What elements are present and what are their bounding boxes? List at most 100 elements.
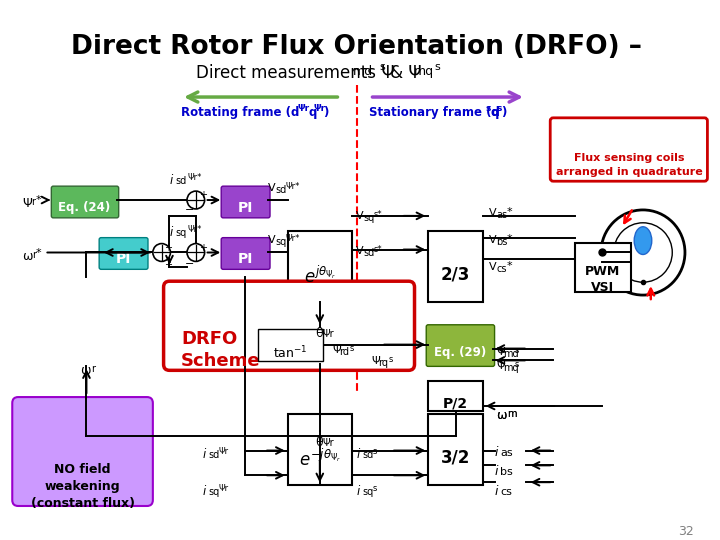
Text: ): ) — [323, 106, 328, 119]
Text: Direct measurements Ψ: Direct measurements Ψ — [196, 64, 395, 83]
Text: s: s — [372, 484, 377, 493]
Bar — [428, 231, 483, 302]
Text: Ψr: Ψr — [314, 104, 326, 113]
Text: ω: ω — [497, 409, 507, 422]
Text: 32: 32 — [678, 525, 694, 538]
Text: V: V — [489, 208, 496, 218]
Text: s: s — [515, 360, 519, 369]
Text: Rotating frame (d: Rotating frame (d — [181, 106, 300, 119]
Text: sd: sd — [276, 185, 287, 195]
Text: i: i — [357, 448, 360, 461]
Text: Flux sensing coils
arranged in quadrature: Flux sensing coils arranged in quadratur… — [556, 153, 703, 178]
Text: q: q — [308, 106, 317, 119]
Text: tan$^{-1}$: tan$^{-1}$ — [273, 345, 308, 361]
Text: Ψr*: Ψr* — [187, 225, 202, 234]
Text: +: + — [163, 260, 171, 271]
Bar — [428, 381, 483, 411]
Text: +: + — [199, 190, 207, 200]
Text: Ψr: Ψr — [218, 447, 228, 456]
Circle shape — [187, 244, 204, 261]
Text: PI: PI — [238, 253, 253, 267]
FancyBboxPatch shape — [99, 238, 148, 269]
Text: s*: s* — [374, 210, 382, 219]
Text: m: m — [508, 409, 517, 419]
Text: i: i — [169, 226, 173, 239]
Text: md: md — [503, 348, 519, 359]
Text: Ψr: Ψr — [218, 484, 228, 493]
Text: ω: ω — [497, 409, 507, 422]
Text: s: s — [497, 104, 502, 113]
Text: rd: rd — [339, 347, 349, 356]
Text: ω: ω — [22, 249, 32, 262]
Text: s: s — [379, 63, 385, 72]
Text: Ψ: Ψ — [497, 347, 505, 356]
Text: Direct Rotor Flux Orientation (DRFO) –: Direct Rotor Flux Orientation (DRFO) – — [71, 33, 642, 59]
Text: Eq. (29): Eq. (29) — [434, 346, 487, 359]
FancyBboxPatch shape — [12, 397, 153, 506]
Text: P/2: P/2 — [443, 396, 468, 410]
Bar — [258, 329, 323, 361]
Text: $e^{-j\theta_{\Psi_r}}$: $e^{-j\theta_{\Psi_r}}$ — [299, 449, 341, 470]
Text: as: as — [500, 448, 513, 457]
Text: s: s — [372, 447, 377, 456]
Text: s: s — [434, 63, 440, 72]
Text: bs: bs — [497, 237, 508, 247]
Text: Ψ: Ψ — [372, 356, 380, 367]
Text: −: − — [185, 259, 194, 269]
Text: r: r — [31, 197, 35, 207]
Text: Ψr: Ψr — [323, 437, 334, 448]
Text: s*: s* — [374, 245, 382, 254]
Text: i: i — [202, 448, 206, 461]
Text: i: i — [495, 446, 498, 458]
Text: i: i — [169, 174, 173, 187]
Text: *: * — [506, 261, 512, 272]
Text: +: + — [199, 242, 207, 253]
Text: sq: sq — [364, 213, 375, 223]
Text: q: q — [490, 106, 499, 119]
FancyBboxPatch shape — [163, 281, 415, 370]
Text: mq: mq — [413, 65, 433, 78]
Text: & Ψ: & Ψ — [385, 64, 422, 83]
Ellipse shape — [634, 227, 652, 254]
Text: Ψr*: Ψr* — [286, 182, 300, 191]
Text: i: i — [495, 485, 498, 498]
Text: Ψr: Ψr — [323, 329, 334, 339]
Text: θ: θ — [315, 436, 323, 449]
Text: 3/2: 3/2 — [441, 449, 470, 467]
Text: −: − — [185, 205, 194, 215]
Text: V: V — [268, 183, 276, 193]
Text: s: s — [349, 343, 354, 353]
Bar — [575, 242, 631, 292]
Text: Ψr*: Ψr* — [187, 173, 202, 183]
Text: ω: ω — [81, 364, 91, 377]
Text: sq: sq — [175, 228, 186, 238]
Text: Ψr: Ψr — [297, 104, 310, 113]
Text: PI: PI — [238, 201, 253, 215]
Circle shape — [153, 244, 171, 261]
Text: s: s — [515, 346, 519, 355]
Text: i: i — [357, 485, 360, 498]
Text: ): ) — [501, 106, 507, 119]
FancyBboxPatch shape — [550, 118, 708, 181]
Text: cs: cs — [497, 265, 507, 274]
Text: Ψr*: Ψr* — [286, 234, 300, 242]
Text: sq: sq — [276, 237, 287, 247]
Text: Ψ: Ψ — [22, 197, 32, 210]
Text: *: * — [36, 195, 41, 205]
Text: sd: sd — [364, 247, 375, 258]
Text: θ: θ — [315, 327, 323, 340]
Text: NO field
weakening
(constant flux): NO field weakening (constant flux) — [30, 463, 135, 510]
Text: s: s — [388, 355, 392, 364]
Text: sq: sq — [363, 487, 374, 497]
Text: 2/3: 2/3 — [441, 265, 470, 284]
FancyBboxPatch shape — [51, 186, 119, 218]
Text: V: V — [489, 235, 496, 245]
Text: PI: PI — [116, 253, 131, 267]
Text: i: i — [202, 485, 206, 498]
Text: PWM
VSI: PWM VSI — [585, 265, 621, 294]
Text: r: r — [32, 249, 36, 260]
Text: $e^{j\theta_{\Psi_r}}$: $e^{j\theta_{\Psi_r}}$ — [304, 265, 336, 287]
Text: r: r — [91, 364, 95, 374]
Bar — [287, 414, 352, 485]
Text: sq: sq — [209, 487, 220, 497]
